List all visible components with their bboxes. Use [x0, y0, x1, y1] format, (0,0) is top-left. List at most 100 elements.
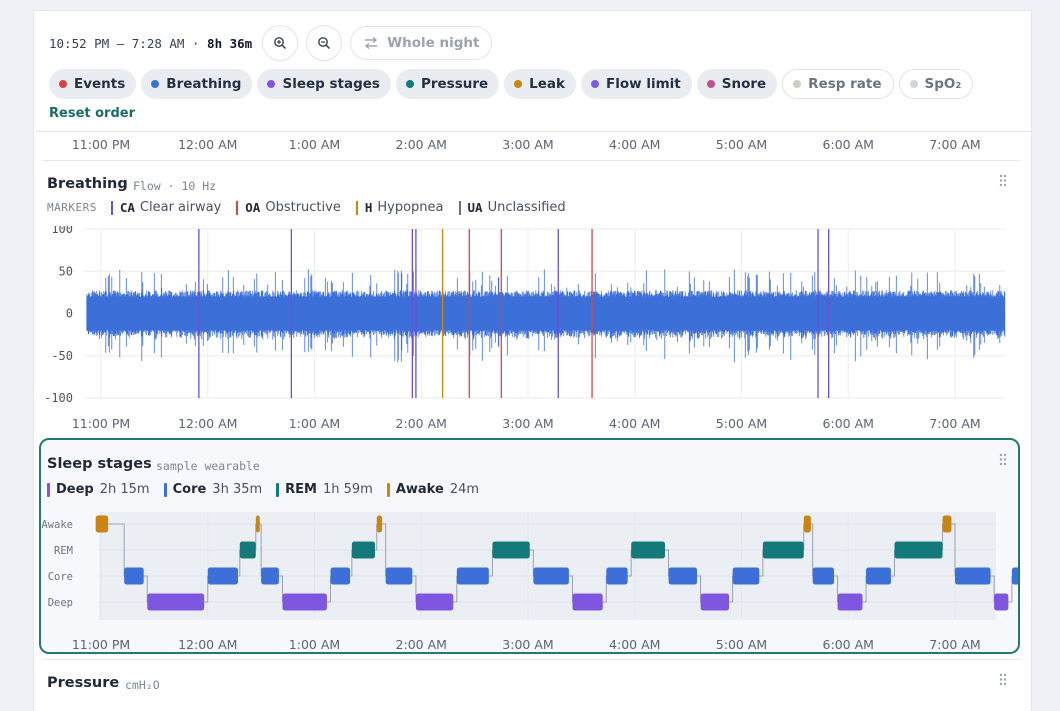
track-chips: Events Breathing Sleep stages Pressure L…	[49, 69, 974, 99]
stage-connector	[278, 575, 283, 602]
leak-dot-icon	[514, 80, 523, 88]
stage-segment[interactable]	[351, 541, 375, 559]
stage-segment[interactable]	[866, 567, 891, 585]
chip-spo2[interactable]: SpO₂	[898, 69, 974, 99]
stage-connector	[951, 523, 956, 576]
zoom-out-icon	[318, 37, 331, 50]
time-axis-label: 3:00 AM	[502, 637, 554, 652]
marker-code: OA	[245, 200, 261, 215]
chip-events[interactable]: Events	[49, 69, 137, 99]
marker-swatch	[355, 200, 358, 215]
sleep-stages-title: Sleep stages	[47, 456, 152, 472]
sleep-stages-chart[interactable]: Awake REM Core Deep	[41, 512, 1018, 632]
stage-segment[interactable]	[533, 567, 569, 585]
reset-order-link[interactable]: Reset order	[49, 106, 135, 121]
stage-connector	[810, 523, 814, 576]
stage-connector	[412, 575, 417, 602]
time-axis-label: 6:00 AM	[822, 416, 874, 431]
zoom-in-button[interactable]	[262, 25, 299, 61]
stage-segment[interactable]	[955, 567, 991, 585]
stage-segment[interactable]	[385, 567, 413, 585]
chip-label: Leak	[529, 76, 566, 92]
stage-segment[interactable]	[732, 567, 760, 585]
time-axis-label: 3:00 AM	[502, 416, 554, 431]
swap-arrows-icon	[365, 36, 378, 50]
stage-swatch	[276, 482, 280, 497]
stage-segment[interactable]	[207, 567, 238, 585]
stage-segment[interactable]	[762, 541, 804, 559]
stage-connector	[990, 575, 995, 602]
marker-ca: CA Clear airway	[110, 200, 221, 215]
chip-leak[interactable]: Leak	[504, 69, 577, 99]
drag-handle-icon[interactable]	[999, 453, 1007, 466]
stage-connector	[488, 550, 493, 577]
stage-segment[interactable]	[415, 593, 454, 611]
zoom-out-button[interactable]	[306, 25, 343, 61]
flow-core	[86, 296, 1005, 331]
stage-segment[interactable]	[282, 593, 327, 611]
breathing-flow-chart[interactable]: 100 50 0 -50 -100	[34, 226, 1031, 408]
snore-dot-icon	[706, 80, 715, 88]
pressure-dot-icon	[405, 80, 414, 88]
stage-segment[interactable]	[942, 515, 952, 533]
stage-swatch	[47, 482, 50, 497]
stage-segment[interactable]	[124, 567, 144, 585]
stage-segment[interactable]	[837, 593, 863, 611]
marker-ua: UA Unclassified	[458, 200, 566, 215]
zoom-in-icon	[274, 37, 287, 50]
stage-swatch	[386, 482, 390, 497]
time-axis-label: 6:00 AM	[822, 637, 874, 652]
chip-label: SpO₂	[924, 76, 962, 92]
time-axis-label: 1:00 AM	[288, 416, 341, 431]
marker-oa: OA Obstructive	[236, 200, 341, 215]
stage-segment[interactable]	[631, 541, 665, 559]
drag-handle-icon[interactable]	[999, 174, 1007, 187]
stage-connector	[529, 549, 534, 576]
stage-segment[interactable]	[994, 593, 1009, 611]
stage-name: Awake	[395, 482, 444, 497]
y-tick-label: -100	[44, 391, 73, 405]
stage-segment[interactable]	[1011, 567, 1018, 585]
drag-handle-icon[interactable]	[999, 673, 1007, 686]
toolbar: 10:52 PM – 7:28 AM · 8h 36m	[49, 23, 493, 63]
chip-flow-limit[interactable]: Flow limit	[581, 69, 692, 99]
chip-sleep-stages[interactable]: Sleep stages	[257, 69, 391, 99]
chip-snore[interactable]: Snore	[696, 69, 778, 99]
chip-resp-rate[interactable]: Resp rate	[782, 69, 894, 99]
flow-limit-dot-icon	[591, 80, 600, 88]
stage-segment[interactable]	[376, 515, 383, 533]
stage-segment[interactable]	[572, 593, 603, 611]
stage-segment[interactable]	[147, 593, 205, 611]
stage-segment[interactable]	[668, 567, 698, 585]
stage-swatch	[163, 482, 167, 497]
stage-connector	[108, 523, 125, 576]
chip-breathing[interactable]: Breathing	[141, 69, 253, 99]
stage-segment[interactable]	[95, 515, 109, 533]
stage-connector	[862, 576, 867, 603]
marker-h: H Hypopnea	[355, 200, 444, 215]
stage-connector	[759, 550, 764, 577]
time-axis-label: 12:00 AM	[178, 637, 238, 652]
stage-segment[interactable]	[330, 567, 351, 585]
stage-segment[interactable]	[456, 567, 489, 585]
whole-night-button[interactable]: Whole night	[350, 26, 493, 60]
stage-segment[interactable]	[492, 541, 530, 559]
stage-connector	[382, 523, 387, 576]
breathing-title: Breathing	[47, 176, 128, 192]
stage-segment[interactable]	[700, 593, 730, 611]
stage-segment[interactable]	[812, 567, 835, 585]
time-axis-label: 12:00 AM	[178, 416, 238, 431]
time-axis-label: 6:00 AM	[822, 137, 874, 152]
stage-segment[interactable]	[894, 541, 943, 559]
stage-segment[interactable]	[606, 567, 628, 585]
sleep-stages-dot-icon	[267, 80, 276, 88]
chip-label: Breathing	[166, 76, 242, 92]
chip-pressure[interactable]: Pressure	[395, 69, 500, 99]
sleep-stages-card[interactable]: Sleep stages sample wearable Deep 2h 15m …	[39, 438, 1020, 654]
marker-name: Unclassified	[487, 200, 566, 215]
stage-segment[interactable]	[239, 541, 256, 559]
stage-segment[interactable]	[803, 515, 811, 533]
stage-deep: Deep 2h 15m	[47, 482, 150, 497]
stage-segment[interactable]	[255, 515, 260, 533]
stage-segment[interactable]	[261, 567, 279, 585]
